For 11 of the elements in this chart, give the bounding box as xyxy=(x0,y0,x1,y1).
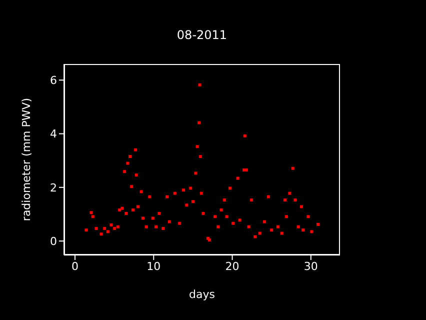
y-axis-title: radiometer (mm PWV) xyxy=(20,98,33,222)
y-tick-label: 2 xyxy=(50,181,57,194)
y-tick-label: 4 xyxy=(50,128,57,141)
x-tick-label: 20 xyxy=(225,260,240,273)
x-tick-label: 10 xyxy=(146,260,161,273)
x-axis-title: days xyxy=(189,288,216,301)
y-tick-label: 6 xyxy=(50,74,57,87)
x-tick-label: 30 xyxy=(304,260,318,273)
y-tick-label: 0 xyxy=(50,234,57,248)
chart-title: 08-2011 xyxy=(176,28,228,42)
x-tick-label: 0 xyxy=(72,260,79,273)
